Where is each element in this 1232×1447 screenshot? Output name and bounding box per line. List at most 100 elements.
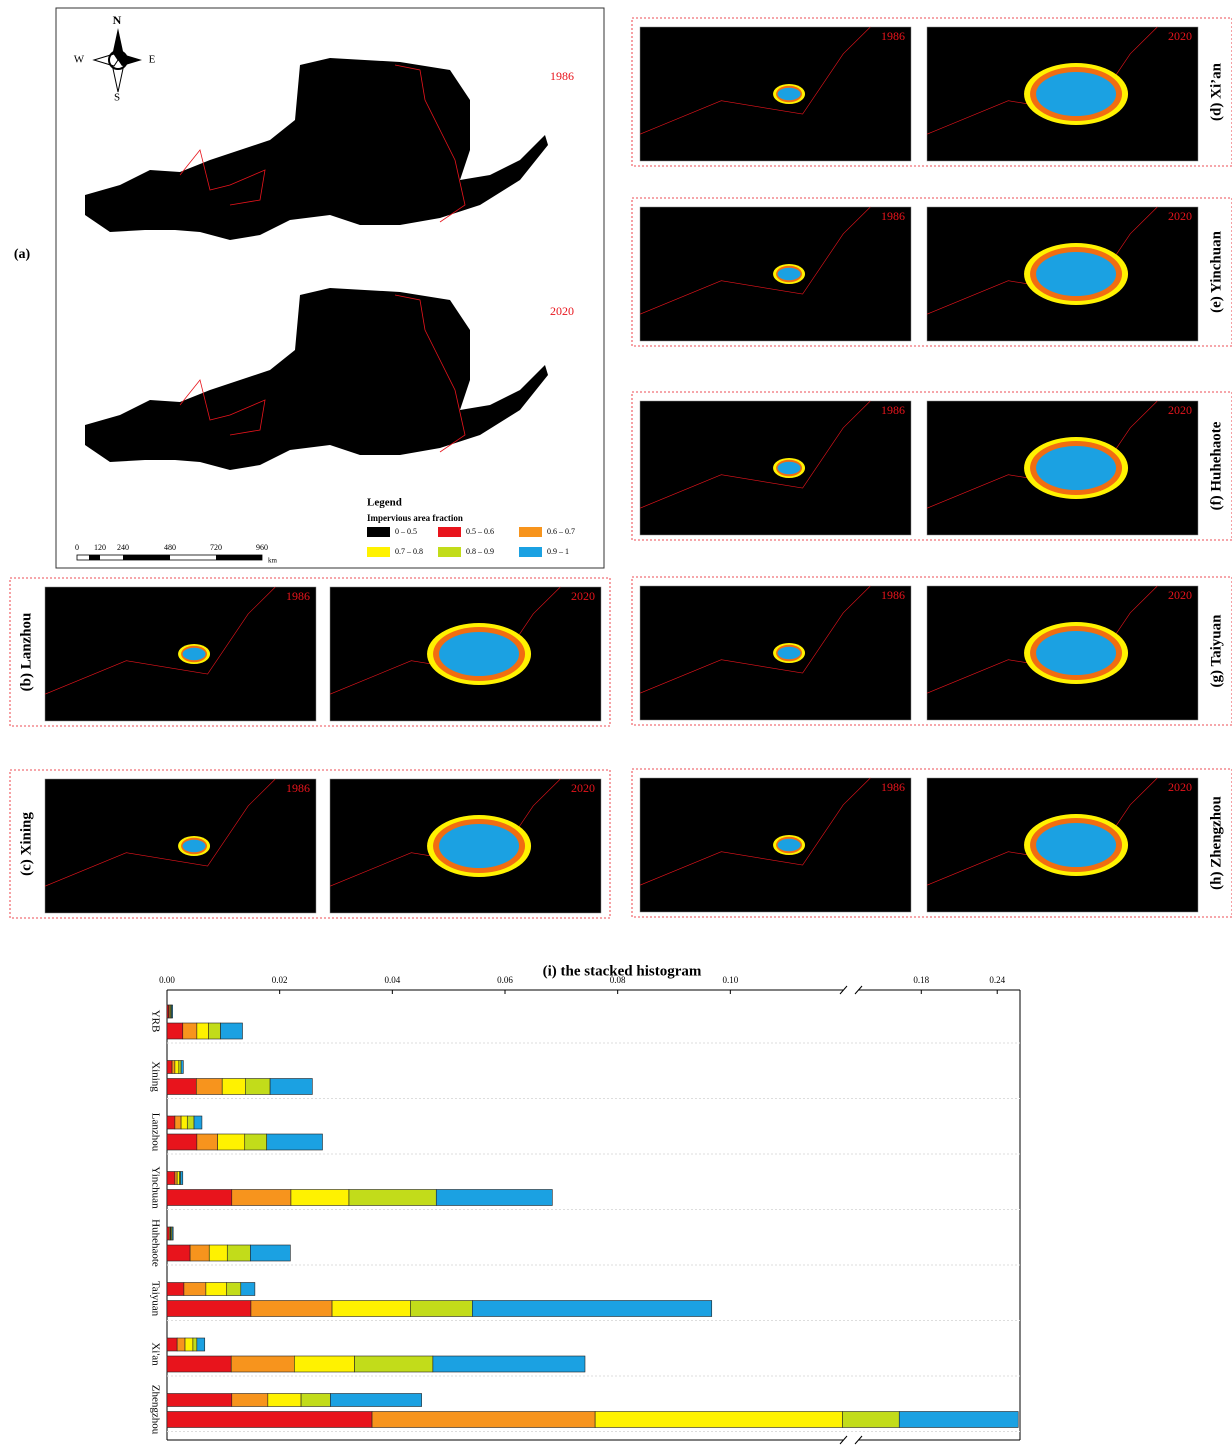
scale-bar: [77, 555, 262, 560]
bar-segment: [197, 1023, 209, 1039]
x-tick-label: 0.24: [989, 975, 1005, 985]
bar-segment: [197, 1338, 205, 1351]
bar-segment: [167, 1172, 175, 1185]
bar-segment: [172, 1005, 173, 1018]
urban-area: [778, 647, 801, 660]
bar-segment: [209, 1245, 227, 1261]
bar-segment: [372, 1412, 595, 1428]
x-tick-label: 0.08: [610, 975, 626, 985]
y-tick-label: Xining: [149, 1061, 161, 1092]
bar-segment: [267, 1134, 323, 1150]
compass-label: N: [113, 13, 122, 27]
bar-segment: [245, 1079, 270, 1095]
legend-label: 0.7 – 0.8: [395, 547, 423, 556]
bar-segment: [167, 1227, 169, 1240]
bar-segment: [167, 1061, 172, 1074]
legend-swatch: [519, 527, 542, 537]
bar-segment: [167, 1412, 372, 1428]
bar-segment: [436, 1190, 552, 1206]
y-tick-label: Lanzhou: [149, 1113, 161, 1152]
bar-segment: [332, 1301, 410, 1317]
bar-segment: [177, 1172, 179, 1185]
bar-segment: [179, 1061, 181, 1074]
bar-segment: [172, 1227, 173, 1240]
scale-label: 240: [117, 543, 129, 552]
legend-swatch: [438, 547, 461, 557]
year-label: 2020: [1168, 209, 1192, 223]
bar-segment: [194, 1116, 202, 1129]
bar-segment: [167, 1134, 197, 1150]
x-tick-label: 0.18: [913, 975, 929, 985]
legend-swatch: [367, 527, 390, 537]
bar-segment: [330, 1394, 421, 1407]
compass-label: W: [74, 54, 85, 66]
bar-segment: [349, 1190, 436, 1206]
bar-segment: [218, 1134, 245, 1150]
urban-area: [1036, 631, 1116, 675]
scale-label: 0: [75, 543, 79, 552]
x-tick-label: 0.02: [272, 975, 288, 985]
bar-segment: [185, 1338, 193, 1351]
year-label: 1986: [881, 780, 905, 794]
bar-segment: [245, 1134, 267, 1150]
legend-swatch: [367, 547, 390, 557]
legend-swatch: [438, 527, 461, 537]
urban-area: [778, 462, 801, 475]
compass-label: S: [114, 92, 120, 104]
bar-segment: [899, 1412, 1018, 1428]
scale-label: 120: [94, 543, 106, 552]
bar-segment: [167, 1394, 232, 1407]
urban-area: [183, 840, 206, 853]
scale-label: 720: [210, 543, 222, 552]
bar-segment: [433, 1356, 585, 1372]
year-label: 2020: [571, 781, 595, 795]
year-label: 2020: [550, 304, 574, 318]
bar-segment: [175, 1116, 181, 1129]
legend-subtitle: Impervious area fraction: [367, 513, 463, 523]
bar-segment: [355, 1356, 433, 1372]
panel-label: (a): [14, 247, 31, 262]
urban-area: [778, 839, 801, 852]
bar-segment: [209, 1023, 221, 1039]
bar-segment: [172, 1061, 175, 1074]
urban-area: [778, 88, 801, 101]
y-tick-label: Taiyuan: [149, 1281, 161, 1317]
panel-label: (b) Lanzhou: [18, 613, 34, 692]
urban-area: [1036, 72, 1116, 116]
bar-segment: [227, 1283, 241, 1296]
bar-segment: [181, 1116, 187, 1129]
bar-segment: [175, 1172, 177, 1185]
bar-segment: [167, 1283, 184, 1296]
bar-segment: [167, 1338, 177, 1351]
bar-segment: [183, 1023, 197, 1039]
urban-area: [1036, 446, 1116, 490]
bar-segment: [193, 1338, 197, 1351]
year-label: 1986: [550, 69, 574, 83]
x-tick-label: 0.04: [384, 975, 400, 985]
bar-segment: [187, 1116, 194, 1129]
bar-segment: [410, 1301, 472, 1317]
legend-label: 0.9 – 1: [547, 547, 569, 556]
panel-label: (h) Zhengzhou: [1208, 796, 1224, 890]
bar-segment: [472, 1301, 711, 1317]
bar-segment: [175, 1061, 179, 1074]
year-label: 2020: [1168, 29, 1192, 43]
year-label: 1986: [881, 209, 905, 223]
y-tick-label: Yinchuan: [149, 1166, 161, 1209]
bar-segment: [206, 1283, 227, 1296]
bar-segment: [231, 1356, 294, 1372]
year-label: 1986: [881, 588, 905, 602]
bar-segment: [177, 1338, 185, 1351]
year-label: 1986: [286, 589, 310, 603]
year-label: 1986: [286, 781, 310, 795]
bar-segment: [268, 1394, 301, 1407]
urban-area: [439, 824, 519, 868]
urban-area: [439, 632, 519, 676]
bar-segment: [227, 1245, 250, 1261]
x-tick-label: 0.06: [497, 975, 513, 985]
year-label: 2020: [1168, 780, 1192, 794]
urban-area: [1036, 252, 1116, 296]
bar-segment: [595, 1412, 842, 1428]
x-tick-label: 0.00: [159, 975, 175, 985]
legend-swatch: [519, 547, 542, 557]
